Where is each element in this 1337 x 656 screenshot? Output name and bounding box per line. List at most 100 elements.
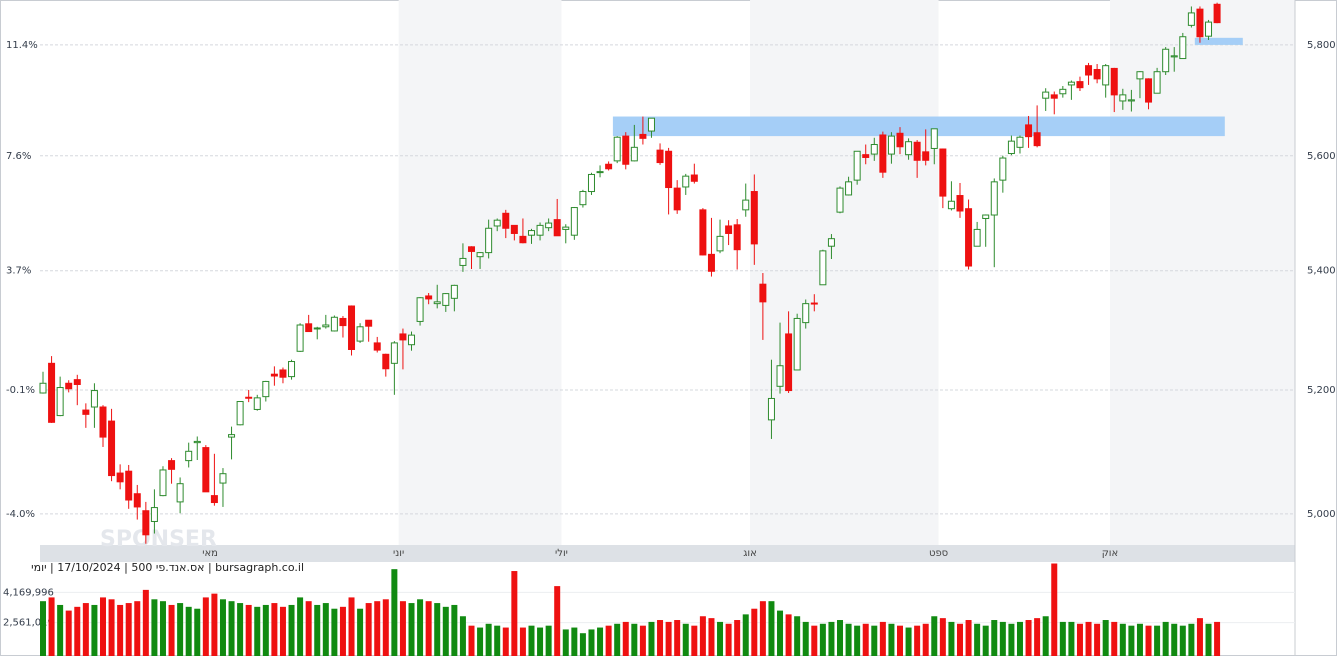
candle-body	[647, 117, 655, 132]
candle	[776, 322, 784, 394]
candle-body	[270, 373, 278, 377]
candle-body	[1119, 94, 1127, 102]
candle	[999, 155, 1007, 193]
volume-bar	[1085, 621, 1092, 656]
candle-body	[1205, 21, 1213, 37]
candle-body	[759, 283, 767, 303]
candle	[545, 218, 553, 232]
volume-bar	[494, 625, 501, 656]
candle-body	[973, 228, 981, 247]
candle	[202, 445, 210, 493]
candle-body	[930, 128, 938, 149]
candle-body	[836, 187, 844, 213]
month-label: מאי	[202, 548, 218, 559]
candle	[82, 403, 90, 428]
y-tick-label: 5,800	[1307, 40, 1336, 51]
candle-body	[382, 353, 390, 370]
candle-body	[613, 136, 621, 162]
y-tick-label: 5,200	[1307, 385, 1336, 396]
candle	[553, 198, 561, 237]
candle	[596, 165, 604, 178]
candle-body	[630, 146, 638, 162]
volume-bar	[1059, 621, 1066, 656]
candle	[982, 214, 990, 247]
volume-bar	[871, 625, 878, 656]
candle	[416, 297, 424, 326]
month-label: אוק	[1102, 548, 1119, 559]
candle-body	[887, 135, 895, 155]
volume-bar	[674, 620, 681, 656]
volume-bar	[228, 601, 235, 656]
candle	[1136, 71, 1144, 99]
candle	[810, 294, 818, 312]
candle-body	[39, 382, 47, 394]
price-zone	[612, 116, 1225, 137]
volume-bar	[219, 599, 226, 656]
candle-body	[1033, 132, 1041, 147]
volume-bar	[1008, 623, 1015, 656]
volume-bar	[897, 625, 903, 656]
candle	[373, 336, 381, 353]
candle	[193, 436, 201, 460]
candle	[330, 315, 338, 332]
candle-body	[579, 191, 587, 206]
candle	[1085, 62, 1093, 85]
candle-body	[879, 134, 887, 173]
candle-body	[450, 284, 458, 299]
candle-body	[682, 175, 690, 188]
candle-body	[1162, 48, 1170, 73]
candle	[1016, 135, 1024, 154]
candle-body	[82, 409, 90, 415]
candle	[133, 484, 141, 520]
volume-bar	[365, 603, 372, 656]
candle	[270, 366, 278, 386]
volume-bar	[1171, 623, 1178, 656]
candle	[228, 426, 236, 460]
candle-body	[622, 135, 630, 165]
candle	[1196, 6, 1204, 43]
candle-body	[425, 295, 433, 300]
candle	[587, 172, 595, 195]
candle	[973, 221, 981, 247]
candle-body	[1076, 81, 1084, 89]
candle-body	[870, 144, 878, 155]
candle	[73, 374, 81, 406]
candle-body	[476, 252, 484, 258]
volume-bar	[288, 604, 295, 656]
candle	[185, 442, 193, 468]
candle-body	[905, 141, 913, 156]
candle-body	[219, 473, 227, 484]
volume-bar	[108, 599, 115, 656]
volume-bar	[57, 604, 64, 656]
volume-bar	[648, 621, 655, 656]
volume-bar	[965, 620, 972, 656]
candle	[210, 453, 218, 506]
candle	[845, 176, 853, 196]
candle	[168, 458, 176, 484]
candle	[108, 408, 116, 482]
volume-bar	[734, 620, 741, 656]
candle-body	[305, 323, 313, 333]
candle	[682, 173, 690, 195]
candle	[176, 477, 184, 514]
candle	[348, 305, 356, 356]
candle	[1145, 78, 1153, 110]
volume-bar	[331, 608, 338, 656]
volume-bar	[725, 623, 732, 656]
candle-body	[690, 174, 698, 182]
candle-body	[716, 235, 724, 252]
candle-body	[742, 199, 750, 211]
volume-bar	[1188, 623, 1195, 656]
candle-body	[1093, 69, 1101, 80]
volume-bar	[854, 625, 861, 656]
candle	[1042, 88, 1050, 111]
volume-bar	[819, 623, 826, 656]
candle-body	[399, 333, 407, 341]
candle-body	[1170, 55, 1178, 58]
candle-body	[493, 219, 501, 227]
candle-body	[116, 472, 124, 483]
volume-bar	[845, 623, 852, 656]
candle-body	[1136, 71, 1144, 80]
candle-body	[1179, 36, 1187, 60]
candle-body	[527, 230, 535, 236]
